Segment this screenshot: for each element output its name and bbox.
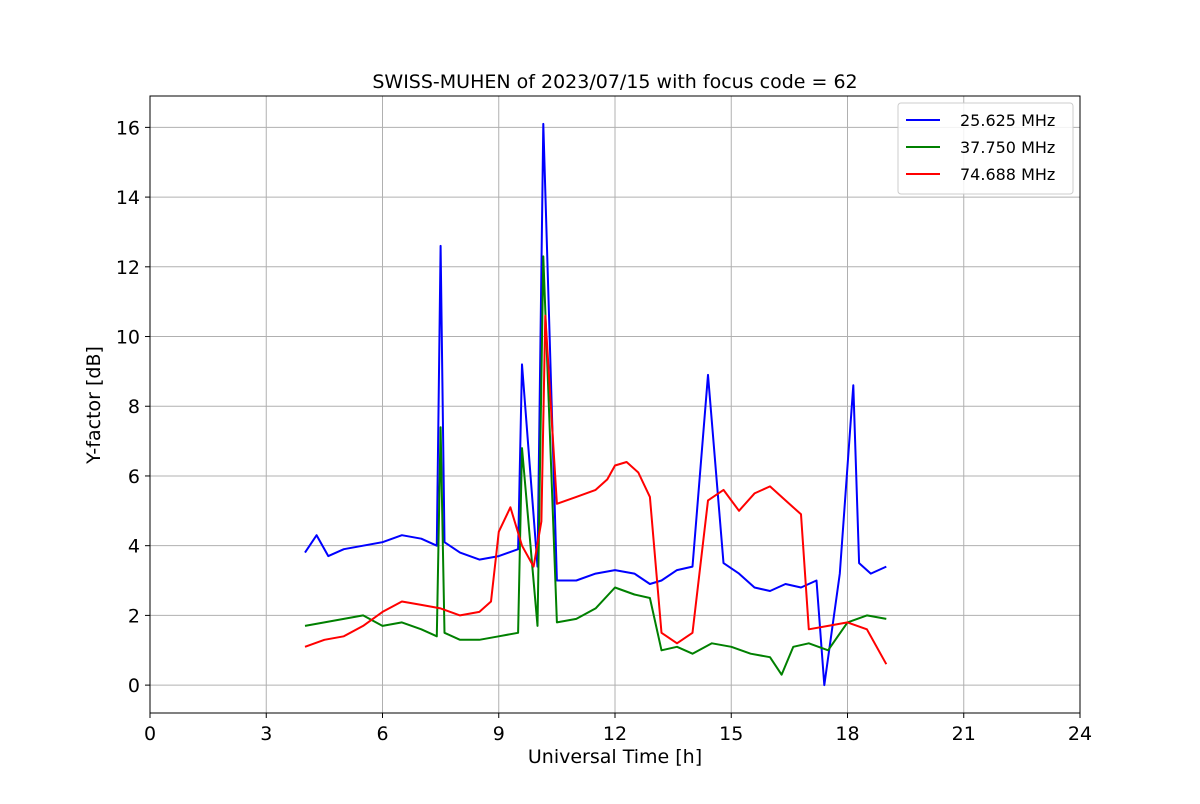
y-tick-label: 14 [116, 187, 140, 209]
y-tick-label: 10 [116, 327, 140, 349]
y-tick-label: 0 [128, 675, 140, 697]
x-tick-label: 18 [835, 723, 859, 745]
legend-box [897, 102, 1074, 195]
legend: 25.625 MHz 37.750 MHz 74.688 MHz [897, 102, 1074, 195]
series-layer [304, 122, 888, 687]
series-line-74-688-mhz [304, 314, 888, 665]
x-tick-label: 21 [952, 723, 976, 745]
legend-label: 37.750 MHz [960, 138, 1055, 157]
y-tick-label: 4 [128, 536, 140, 558]
y-axis: 0 2 4 6 8 10 12 14 16 [116, 117, 150, 697]
x-tick-label: 6 [376, 723, 388, 745]
y-tick-label: 8 [128, 396, 140, 418]
x-tick-label: 3 [260, 723, 272, 745]
y-tick-label: 12 [116, 257, 140, 279]
y-tick-label: 2 [128, 605, 140, 627]
grid-lines [149, 96, 1081, 713]
y-tick-label: 16 [116, 117, 140, 139]
x-tick-label: 15 [719, 723, 743, 745]
legend-label: 25.625 MHz [960, 111, 1055, 130]
x-tick-label: 24 [1068, 723, 1092, 745]
y-tick-label: 6 [128, 466, 140, 488]
x-tick-label: 9 [493, 723, 505, 745]
chart-title: SWISS-MUHEN of 2023/07/15 with focus cod… [372, 71, 857, 93]
x-axis: 0 3 6 9 12 15 18 21 24 [144, 713, 1092, 745]
series-line-25-625-mhz [304, 122, 887, 687]
legend-label: 74.688 MHz [960, 165, 1055, 184]
x-tick-label: 0 [144, 723, 156, 745]
series-line-37-750-mhz [304, 255, 887, 676]
y-axis-label: Y-factor [dB] [83, 346, 105, 465]
x-axis-label: Universal Time [h] [528, 746, 702, 768]
x-tick-label: 12 [603, 723, 627, 745]
